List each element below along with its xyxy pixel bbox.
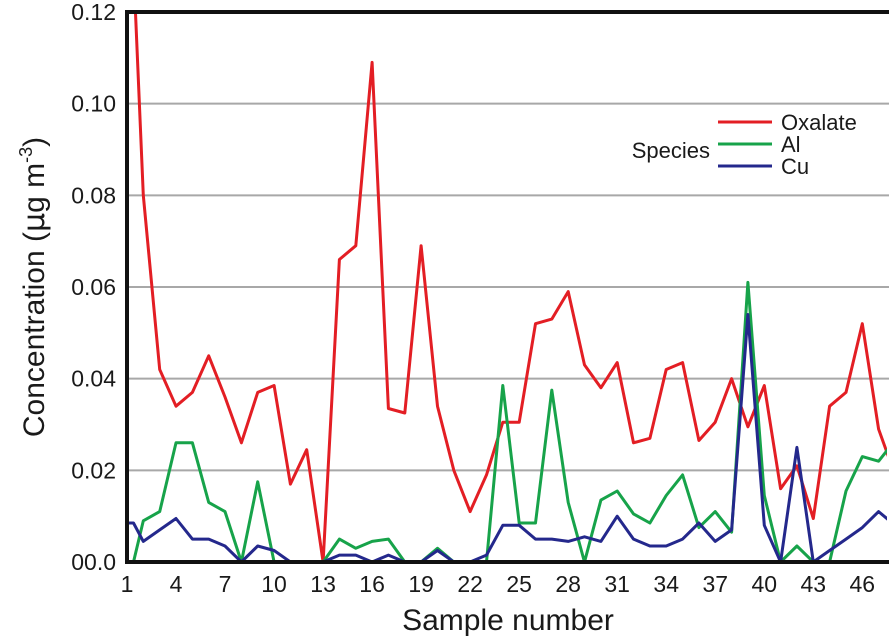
y-tick-label: 0.10	[71, 91, 116, 117]
x-axis-ticks: 1 4 7 10 13 16 19 22 25 28 31 34 37 40 43 46	[121, 571, 875, 597]
y-axis-title: Concentration (μg m-3)	[16, 137, 52, 437]
x-tick-label: 1	[121, 571, 134, 597]
x-tick-label: 22	[457, 571, 483, 597]
x-tick-label: 37	[702, 571, 728, 597]
x-tick-label: 10	[261, 571, 287, 597]
gridlines	[127, 102, 889, 472]
x-tick-label: 4	[170, 571, 183, 597]
y-tick-label: 00.0	[71, 549, 116, 575]
legend-title: Species	[632, 138, 710, 163]
series-line-oxalate	[133, 12, 887, 562]
y-axis-title-unit: g m	[18, 163, 51, 213]
x-tick-label: 13	[310, 571, 336, 597]
x-tick-label: 34	[653, 571, 679, 597]
x-tick-label: 19	[408, 571, 434, 597]
series-layer	[127, 12, 887, 562]
x-tick-label: 25	[506, 571, 532, 597]
x-tick-label: 46	[850, 571, 876, 597]
legend-label-cu: Cu	[781, 154, 809, 179]
y-tick-label: 0.04	[71, 366, 116, 392]
y-axis-title-superscript: -3	[16, 147, 36, 163]
y-axis-title-close: )	[18, 137, 51, 147]
legend-label-al: Al	[781, 132, 801, 157]
x-tick-label: 28	[555, 571, 581, 597]
y-tick-label: 0.12	[71, 0, 116, 25]
x-tick-label: 43	[800, 571, 826, 597]
plot-frame	[125, 10, 889, 564]
x-axis-title: Sample number	[402, 604, 614, 637]
y-axis-title-main: Concentration (	[18, 232, 51, 437]
series-line-cu	[127, 313, 887, 562]
x-tick-label: 7	[219, 571, 232, 597]
x-tick-label: 16	[359, 571, 385, 597]
y-axis-title-mu: μ	[17, 213, 52, 232]
y-tick-label: 0.08	[71, 182, 116, 208]
y-tick-label: 0.06	[71, 274, 116, 300]
x-tick-label: 40	[751, 571, 777, 597]
x-tick-label: 31	[604, 571, 630, 597]
series-line-al	[127, 280, 887, 562]
y-tick-label: 0.02	[71, 457, 116, 483]
legend-label-oxalate: Oxalate	[781, 110, 857, 135]
y-axis-ticks: 00.0 0.02 0.04 0.06 0.08 0.10 0.12	[71, 0, 116, 575]
